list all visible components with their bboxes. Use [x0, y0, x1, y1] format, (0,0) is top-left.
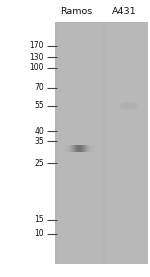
Bar [94, 145, 95, 152]
Bar [90, 145, 91, 152]
Bar [73, 145, 74, 152]
Bar [70, 145, 71, 152]
Text: 170: 170 [30, 42, 44, 50]
Bar [68, 145, 69, 152]
Bar [66, 145, 67, 152]
Bar [74, 145, 75, 152]
Text: Ramos: Ramos [60, 7, 92, 17]
Bar [55, 22, 148, 264]
Bar [92, 145, 93, 152]
Bar [81, 145, 82, 152]
Bar [92, 145, 93, 152]
Bar [71, 145, 72, 152]
Bar [91, 145, 92, 152]
Bar [87, 145, 88, 152]
Bar [66, 145, 67, 152]
Bar [85, 145, 86, 152]
Text: 100: 100 [30, 63, 44, 73]
Bar [89, 145, 90, 152]
Text: 15: 15 [34, 216, 44, 224]
Bar [89, 145, 90, 152]
Bar [81, 145, 82, 152]
Bar [70, 145, 71, 152]
Bar [73, 145, 74, 152]
Bar [80, 145, 81, 152]
Bar [67, 145, 68, 152]
Bar [93, 145, 94, 152]
Bar [76, 145, 77, 152]
Bar [76, 145, 77, 152]
Bar [71, 145, 72, 152]
Bar [85, 145, 86, 152]
Bar [77, 145, 78, 152]
Bar [93, 145, 94, 152]
Bar [87, 145, 88, 152]
Bar [82, 145, 84, 152]
Bar [82, 145, 83, 152]
Bar [68, 145, 69, 152]
Bar [74, 145, 75, 152]
Text: 25: 25 [34, 158, 44, 168]
Bar [75, 145, 76, 152]
Bar [65, 145, 66, 152]
Bar [57, 22, 101, 264]
Text: 10: 10 [34, 230, 44, 238]
Bar [86, 145, 87, 152]
Bar [78, 145, 80, 152]
Bar [79, 145, 80, 152]
Text: 55: 55 [34, 101, 44, 111]
Bar [64, 145, 65, 152]
Bar [84, 145, 85, 152]
Bar [83, 145, 84, 152]
Text: 130: 130 [30, 53, 44, 61]
Bar [65, 145, 66, 152]
Bar [72, 145, 73, 152]
Bar [67, 145, 68, 152]
Bar [88, 145, 89, 152]
Bar [84, 145, 85, 152]
Bar [105, 22, 148, 264]
Bar [69, 145, 70, 152]
Ellipse shape [120, 102, 138, 110]
Text: 40: 40 [34, 127, 44, 135]
Bar [75, 145, 76, 152]
Bar [82, 145, 83, 152]
Bar [80, 145, 81, 152]
Bar [91, 145, 92, 152]
Bar [69, 145, 70, 152]
Text: 70: 70 [34, 83, 44, 93]
Bar [88, 145, 89, 152]
Bar [78, 145, 79, 152]
Text: A431: A431 [112, 7, 136, 17]
Bar [90, 145, 91, 152]
Text: 35: 35 [34, 137, 44, 145]
Bar [64, 145, 65, 152]
Bar [86, 145, 87, 152]
Bar [72, 145, 73, 152]
